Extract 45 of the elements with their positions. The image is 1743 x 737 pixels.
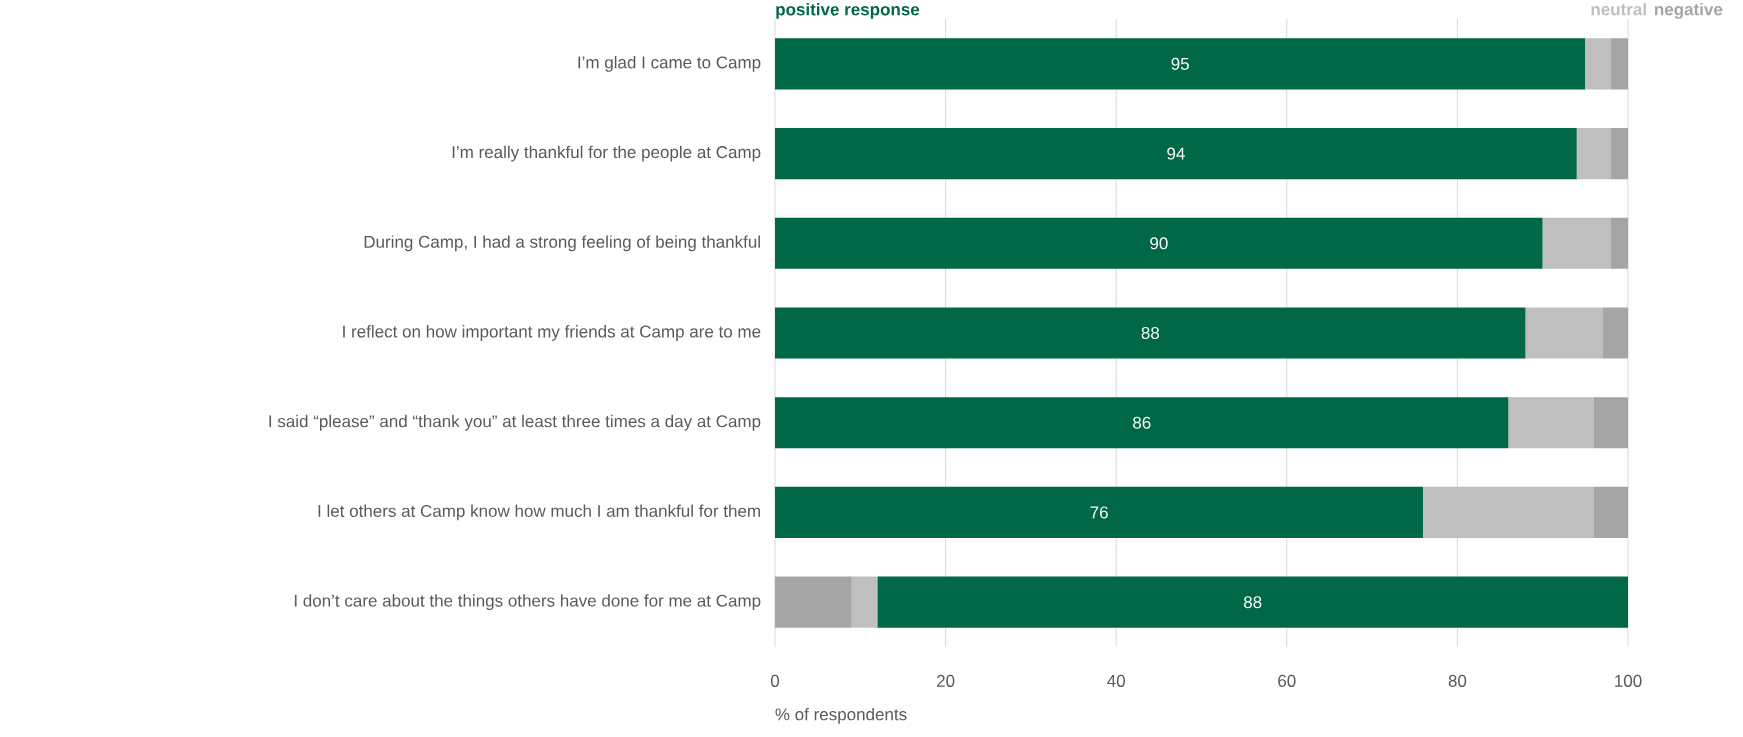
bar: [775, 307, 1526, 359]
y-tick-label: I reflect on how important my friends at Camp are to me: [343, 325, 761, 341]
bar: [1585, 38, 1611, 90]
bar: [775, 217, 1543, 269]
bar: [1610, 128, 1629, 180]
bar: [1593, 486, 1629, 538]
x-tick-label: 60: [1278, 674, 1296, 687]
bar: [1525, 307, 1603, 359]
y-tick-label: I said “please” and “thank you” at least three times a day at Camp: [269, 414, 761, 431]
series-label: negative: [1654, 2, 1723, 19]
data-label: 94: [1167, 147, 1185, 160]
bar: [1542, 217, 1611, 269]
series-label: neutral: [1591, 2, 1646, 16]
data-label: 88: [1141, 326, 1160, 340]
bar: [1508, 397, 1594, 449]
bar: [1593, 397, 1629, 449]
bar: [775, 486, 1424, 538]
bar: [1423, 486, 1594, 538]
data-label: 95: [1171, 57, 1189, 70]
data-label: 88: [1243, 596, 1262, 609]
x-axis-title: % of respondents: [775, 707, 907, 724]
data-label: 86: [1133, 416, 1151, 429]
series-label: positive response: [776, 2, 920, 19]
bar: [1576, 128, 1611, 180]
x-tick-label: 40: [1107, 674, 1125, 687]
bar: [851, 576, 878, 628]
bar: [1610, 217, 1629, 269]
data-label: 90: [1150, 237, 1168, 250]
y-tick-label: I’m really thankful for the people at Camp: [452, 145, 761, 162]
x-tick-label: 20: [937, 674, 955, 687]
x-tick-label: 80: [1448, 674, 1467, 687]
y-tick-label: During Camp, I had a strong feeling of being thankful: [364, 235, 760, 252]
bar: [775, 128, 1577, 180]
x-tick-label: 100: [1615, 674, 1642, 687]
y-tick-label: I’m glad I came to Camp: [578, 55, 761, 72]
bar: [775, 38, 1586, 90]
bar: [1610, 38, 1629, 90]
bar: [775, 397, 1509, 449]
data-label: 76: [1090, 506, 1108, 519]
y-tick-label: I don’t care about the things others have done for me at Camp: [294, 594, 761, 611]
bar: [775, 576, 852, 628]
bar: [1602, 307, 1629, 359]
x-tick-label: 0: [770, 674, 780, 687]
bar: [877, 576, 1629, 628]
y-tick-label: I let others at Camp know how much I am thankful for them: [318, 504, 760, 521]
